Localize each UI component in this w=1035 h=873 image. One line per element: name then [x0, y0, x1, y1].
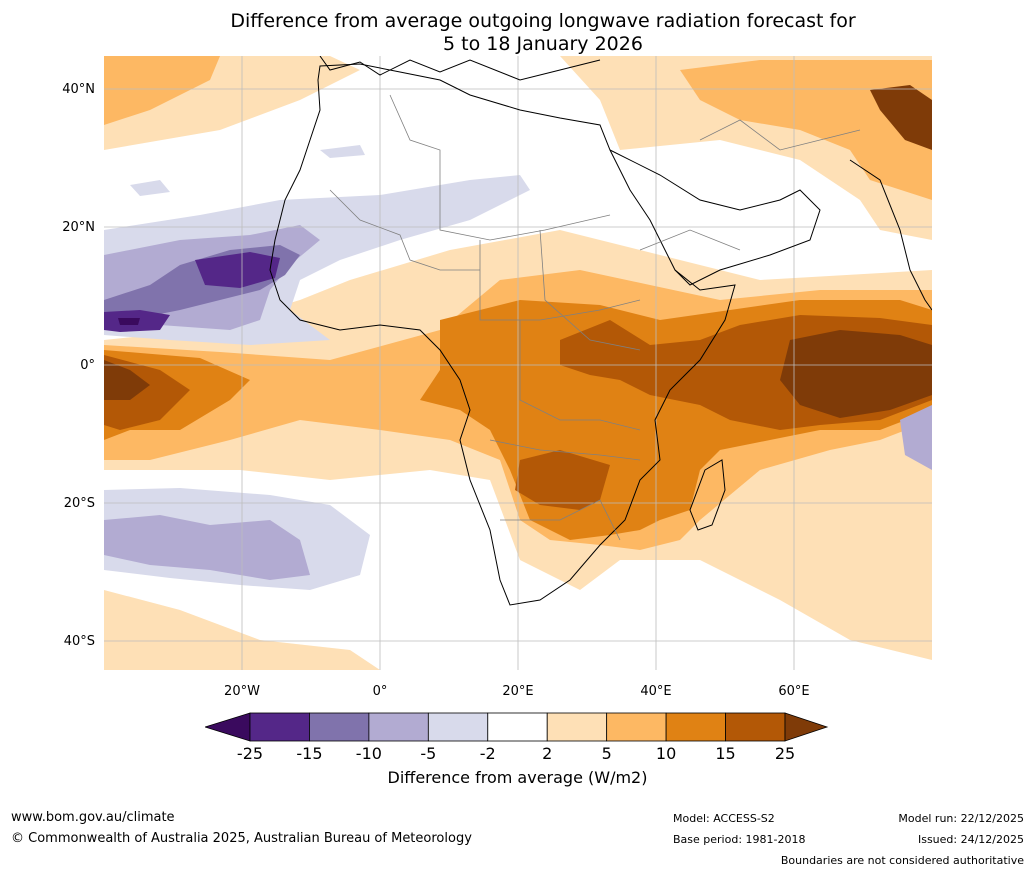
colorbar	[205, 712, 829, 742]
colorbar-segment	[249, 712, 310, 742]
lon-tick-label: 40°E	[640, 684, 672, 699]
europe-coastline	[319, 56, 601, 81]
olr-pos15-region	[104, 315, 932, 510]
colorbar-label: 5	[601, 744, 612, 763]
website-link[interactable]: www.bom.gov.au/climate	[11, 810, 175, 825]
issued-date: Issued: 24/12/2025	[917, 833, 1024, 846]
lon-tick-label: 20°E	[502, 684, 534, 699]
colorbar-label: -2	[479, 744, 496, 763]
lat-tick-label: 0°	[80, 358, 95, 373]
colorbar-label: 2	[542, 744, 553, 763]
olr-pos2-region	[104, 590, 380, 670]
olr-neg25-region	[118, 318, 140, 325]
lat-tick-label: 20°N	[62, 220, 95, 235]
colorbar-low-arrow	[205, 712, 251, 742]
lon-tick-label: 60°E	[778, 684, 810, 699]
colorbar-label: -5	[420, 744, 437, 763]
olr-neg5-region	[104, 405, 932, 580]
map-title-line-2: 5 to 18 January 2026	[443, 33, 643, 55]
colorbar-segment	[309, 712, 370, 742]
colorbar-label: 25	[774, 744, 796, 763]
colorbar-segment	[546, 712, 608, 742]
lat-tick-label: 40°S	[63, 634, 95, 649]
arabian-peninsula-coastline	[609, 149, 821, 286]
colorbar-label: 10	[655, 744, 677, 763]
colorbar-label: -15	[296, 744, 323, 763]
colorbar-label: -25	[236, 744, 264, 763]
model-run-date: Model run: 22/12/2025	[898, 812, 1024, 825]
map-title-line-1: Difference from average outgoing longwav…	[230, 10, 856, 32]
model-name: Model: ACCESS-S2	[673, 812, 775, 825]
colorbar-title: Difference from average (W/m2)	[387, 768, 648, 787]
colorbar-segment	[427, 712, 489, 742]
africa-coastline	[269, 63, 736, 606]
india-coastline	[849, 159, 932, 311]
map-graticule	[104, 56, 932, 670]
country-boundaries	[329, 94, 861, 541]
colorbar-segment	[487, 712, 548, 742]
colorbar-segment	[606, 712, 667, 742]
olr-neg2-region	[130, 145, 365, 196]
colorbar-label: 15	[715, 744, 736, 763]
lon-tick-label: 20°W	[224, 684, 260, 699]
lat-tick-label: 20°S	[63, 496, 95, 511]
lon-tick-label: 0°	[372, 684, 388, 699]
olr-neg15-region	[104, 252, 280, 332]
copyright-text: © Commonwealth of Australia 2025, Austra…	[11, 831, 472, 846]
colorbar-segment	[725, 712, 786, 742]
lat-tick-label: 40°N	[62, 82, 95, 97]
colorbar-segment	[665, 712, 726, 742]
madagascar-coastline	[689, 459, 726, 531]
colorbar-label: -10	[355, 744, 382, 763]
olr-pos25-region	[104, 85, 932, 418]
boundaries-disclaimer: Boundaries are not considered authoritat…	[780, 854, 1024, 867]
colorbar-high-arrow	[784, 712, 829, 742]
olr-pos5-region	[104, 56, 932, 200]
base-period: Base period: 1981-2018	[673, 833, 806, 846]
colorbar-segment	[368, 712, 429, 742]
